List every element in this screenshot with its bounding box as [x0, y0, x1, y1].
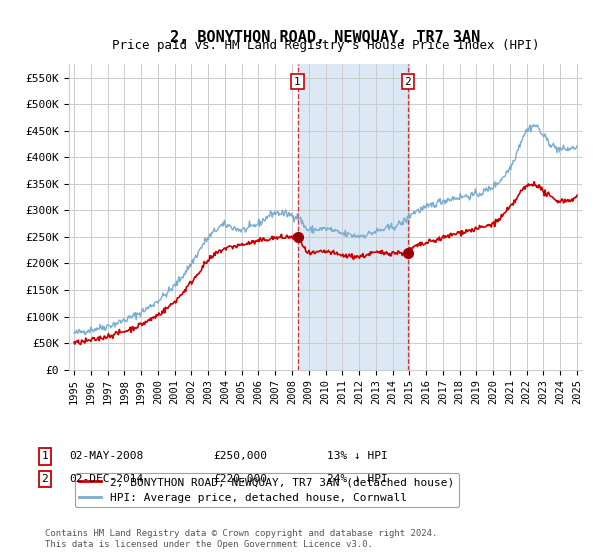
- Text: £250,000: £250,000: [213, 451, 267, 461]
- Text: 02-MAY-2008: 02-MAY-2008: [69, 451, 143, 461]
- Bar: [298, 64, 408, 370]
- Text: 2: 2: [404, 77, 412, 87]
- Text: 13% ↓ HPI: 13% ↓ HPI: [327, 451, 388, 461]
- Legend: 2, BONYTHON ROAD, NEWQUAY, TR7 3AN (detached house), HPI: Average price, detache: 2, BONYTHON ROAD, NEWQUAY, TR7 3AN (deta…: [74, 473, 459, 507]
- Text: 2: 2: [41, 474, 49, 484]
- Title: 2, BONYTHON ROAD, NEWQUAY, TR7 3AN: 2, BONYTHON ROAD, NEWQUAY, TR7 3AN: [170, 30, 481, 45]
- Text: 02-DEC-2014: 02-DEC-2014: [69, 474, 143, 484]
- Text: Price paid vs. HM Land Registry's House Price Index (HPI): Price paid vs. HM Land Registry's House …: [112, 39, 539, 52]
- Text: 1: 1: [41, 451, 49, 461]
- Text: £220,000: £220,000: [213, 474, 267, 484]
- Text: 1: 1: [294, 77, 301, 87]
- Text: Contains HM Land Registry data © Crown copyright and database right 2024.
This d: Contains HM Land Registry data © Crown c…: [45, 529, 437, 549]
- Text: 24% ↓ HPI: 24% ↓ HPI: [327, 474, 388, 484]
